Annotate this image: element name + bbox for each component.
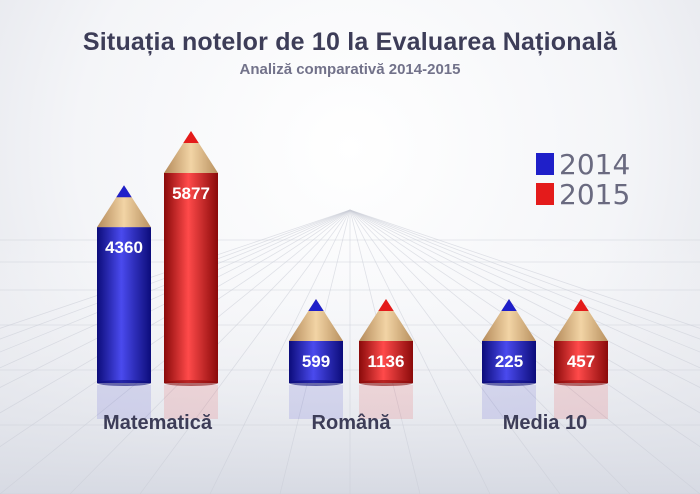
category-label-1: Română [312, 412, 392, 434]
legend-item-2014: 2014 [536, 147, 631, 181]
floor-line [209, 209, 351, 494]
bar-body [554, 341, 608, 383]
pencil-wood [97, 185, 151, 228]
value-label-2015-1: 1136 [368, 352, 405, 371]
bar-base [289, 380, 343, 386]
floor-line [0, 209, 351, 369]
bar-reflection [289, 385, 343, 419]
value-label-2014-1: 599 [302, 352, 330, 371]
pencil-wood [164, 131, 218, 173]
value-label-2014-2: 225 [495, 352, 523, 371]
floor-line [349, 209, 491, 494]
bar-reflection [482, 385, 536, 419]
bar-body [97, 227, 151, 383]
floor-line [0, 209, 351, 353]
pencil-edge [289, 341, 343, 344]
legend-item-2015: 2015 [536, 177, 631, 211]
floor-line [349, 209, 700, 329]
bar-base [554, 380, 608, 386]
pencil-edge [359, 341, 413, 344]
value-label-2015-2: 457 [567, 352, 595, 371]
bar-2014-0: 4360 [97, 185, 151, 419]
value-label-2015-0: 5877 [172, 184, 210, 203]
bar-base [97, 380, 151, 386]
legend: 2014 2015 [536, 147, 631, 211]
bar-body [289, 341, 343, 383]
floor-line [349, 209, 700, 340]
bar-2015-0: 5877 [164, 131, 218, 419]
bar-2014-1: 599 [289, 299, 343, 419]
bar-reflection [554, 385, 608, 419]
floor-line [349, 209, 700, 369]
bar-2015-1: 1136 [359, 299, 413, 419]
pencil-lead [308, 299, 324, 311]
bar-reflection [97, 385, 151, 419]
pencil-lead [501, 299, 517, 311]
floor-line [349, 209, 561, 494]
legend-swatch-2014 [536, 153, 554, 175]
category-label-0: Matematică [103, 412, 213, 434]
pencil-wood [289, 299, 343, 341]
bars-group: 4360 5877 599 1136 225 457 [97, 131, 608, 419]
bar-reflection [359, 385, 413, 419]
pencil-lead [378, 299, 394, 311]
bar-base [482, 380, 536, 386]
pencil-edge [482, 341, 536, 344]
floor-line [349, 209, 700, 388]
pencil-lead [183, 131, 199, 143]
bar-body [164, 173, 218, 383]
bar-2014-2: 225 [482, 299, 536, 419]
floor-line [0, 209, 351, 388]
pencil-lead [573, 299, 589, 311]
pencil-wood [554, 299, 608, 341]
pencil-lead [116, 185, 132, 198]
pencil-edge [164, 173, 218, 176]
floor-line [349, 209, 700, 353]
legend-label-2015: 2015 [559, 177, 631, 211]
pencil-edge [97, 227, 151, 230]
bar-base [359, 380, 413, 386]
category-label-2: Media 10 [503, 412, 587, 434]
chart-subtitle: Analiză comparativă 2014-2015 [239, 61, 461, 78]
bar-base [164, 380, 218, 386]
bar-2015-2: 457 [554, 299, 608, 419]
value-label-2014-0: 4360 [105, 238, 143, 257]
category-labels: Matematică Română Media 10 [103, 412, 587, 434]
legend-label-2014: 2014 [559, 147, 631, 181]
floor-line [0, 209, 351, 340]
pencil-edge [554, 341, 608, 344]
bar-reflection [164, 385, 218, 419]
pencil-wood [482, 299, 536, 341]
pencil-wood [359, 299, 413, 341]
bar-body [359, 341, 413, 383]
legend-swatch-2015 [536, 183, 554, 205]
chart-title: Situația notelor de 10 la Evaluarea Nați… [82, 28, 618, 56]
floor-line [139, 209, 351, 494]
bar-body [482, 341, 536, 383]
